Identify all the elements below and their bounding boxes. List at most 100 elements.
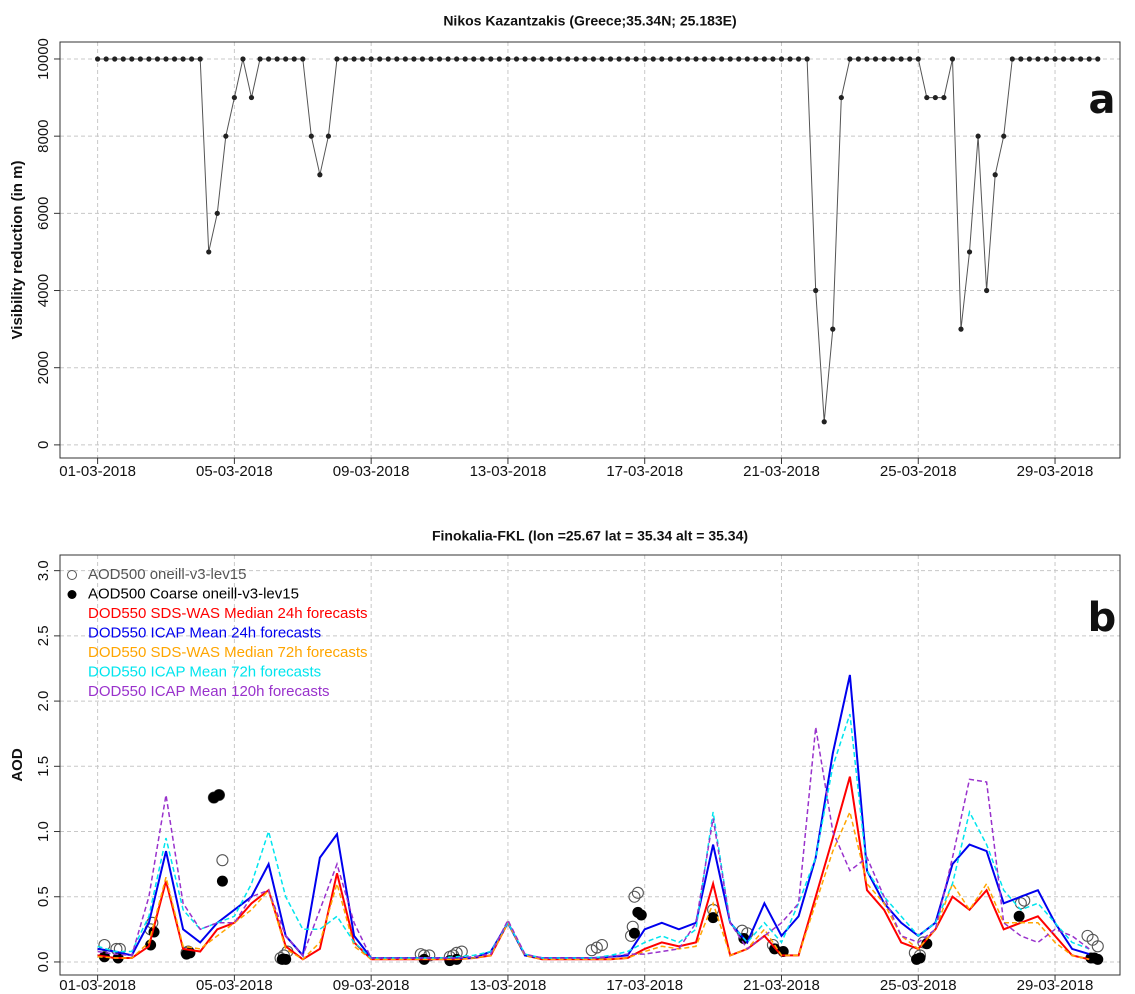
data-point [488,56,494,62]
x-tick-label: 25-03-2018 [880,463,957,480]
x-tick-label: 21-03-2018 [743,463,820,480]
data-point [300,56,306,62]
y-tick-label: 1.0 [35,821,52,842]
x-tick-label: 01-03-2018 [59,463,136,480]
data-point [513,56,520,62]
data-point [1014,897,1027,910]
data-point [214,210,220,216]
data-point [914,952,926,964]
data-point [633,56,639,62]
data-point [317,172,323,178]
data-point [479,56,485,62]
legend-symbol [67,570,77,580]
data-point [659,56,665,62]
data-point [539,56,545,62]
data-point [274,56,280,62]
data-point [778,56,785,62]
y-tick-label: 0.5 [35,886,52,907]
data-point [385,56,391,62]
data-point [206,249,212,255]
data-point [471,56,477,62]
data-point [454,56,460,62]
legend-symbol [67,590,77,599]
data-point [1092,953,1104,965]
data-point [1009,56,1015,62]
data-point [522,56,528,62]
data-point [890,56,896,62]
data-point [753,56,759,62]
y-axis-label: AOD [9,748,26,782]
data-point [915,56,921,62]
data-point [216,875,228,887]
data-point [1069,56,1075,62]
data-point [368,56,374,62]
data-point [628,890,641,903]
data-point [137,56,143,62]
legend-label: DOD550 ICAP Mean 120h forecasts [88,683,330,700]
x-tick-label: 05-03-2018 [196,463,273,480]
data-point [847,56,853,62]
data-point [283,56,289,62]
data-point [189,56,195,62]
data-point [171,56,178,62]
data-point [898,56,904,62]
data-point [642,56,648,62]
data-point [112,56,118,62]
data-point [1095,56,1101,62]
data-point [590,56,597,62]
data-point [334,56,340,62]
chart-title: Finokalia-FKL (lon =25.67 lat = 35.34 al… [432,528,748,544]
legend-label: DOD550 ICAP Mean 72h forecasts [88,663,321,680]
legend-label: AOD500 oneill-v3-lev15 [88,566,246,583]
data-point [650,56,656,62]
y-tick-label: 4000 [35,274,52,307]
data-point [530,56,537,62]
data-point [821,419,827,425]
data-point [1026,56,1032,62]
data-point [1086,56,1092,62]
data-point [864,56,870,62]
data-point [787,56,793,62]
y-tick-label: 2.5 [35,625,52,646]
data-point [573,56,579,62]
data-point [257,56,263,62]
x-tick-label: 09-03-2018 [333,977,410,994]
data-point [308,133,314,139]
x-tick-label: 29-03-2018 [1017,463,1094,480]
y-tick-label: 0 [35,441,52,449]
y-axis-label: Visibility reduction (in m) [9,161,26,340]
data-point [813,287,819,294]
data-point [419,56,426,62]
legend-label: DOD550 SDS-WAS Median 24h forecasts [88,605,368,622]
data-point [402,56,408,62]
y-tick-label: 6000 [35,197,52,230]
data-point [855,56,862,62]
data-point [872,56,879,62]
data-point [1018,56,1024,62]
data-point [1078,56,1084,62]
data-point [1043,56,1050,62]
y-tick-label: 8000 [35,119,52,152]
series-line [97,776,1090,961]
data-point [411,56,417,62]
data-point [1052,56,1058,62]
panel-label: b [1088,595,1117,641]
data-point [635,909,647,921]
x-tick-label: 29-03-2018 [1017,977,1094,994]
data-point [351,56,357,62]
data-point [548,56,554,62]
legend-label: AOD500 Coarse oneill-v3-lev15 [88,585,299,602]
data-point [462,56,468,62]
data-point [582,56,588,62]
x-tick-label: 25-03-2018 [880,977,957,994]
data-point [616,56,622,62]
data-point [924,94,930,101]
series-line [97,713,1090,959]
data-point [975,133,981,139]
chart-title: Nikos Kazantzakis (Greece;35.34N; 25.183… [443,13,736,29]
data-point [505,56,511,62]
data-point [707,912,719,924]
data-point [436,56,443,62]
data-point [1001,133,1007,139]
